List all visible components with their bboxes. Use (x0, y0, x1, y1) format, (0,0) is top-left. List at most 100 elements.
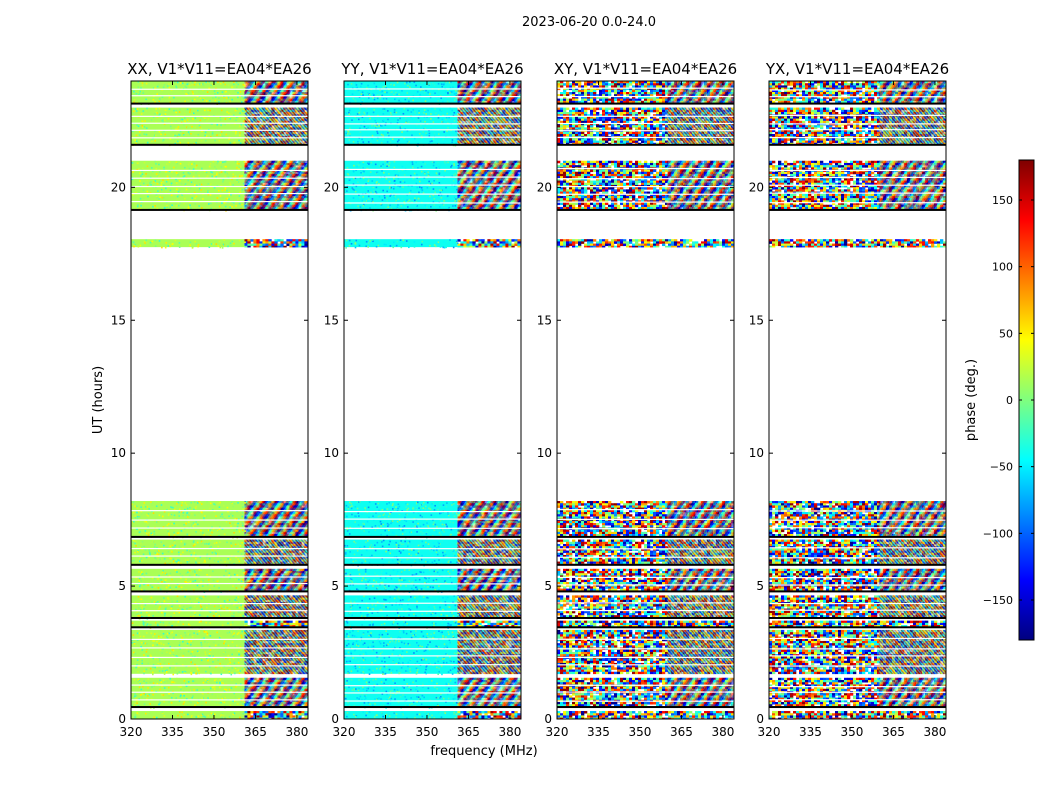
flag-line (344, 590, 521, 593)
time-block (131, 629, 308, 676)
time-block (131, 81, 308, 105)
panel-frame (130, 80, 309, 720)
x-tick-label: 320 (546, 725, 569, 739)
colorbar: 150 100 50 0 −50 −100 −150 phase (deg.) (964, 159, 1035, 641)
time-block (344, 239, 521, 249)
x-tick-label: 380 (923, 725, 946, 739)
x-tick-label: 320 (333, 725, 356, 739)
time-block (131, 677, 308, 709)
time-block (557, 629, 734, 675)
time-block (131, 539, 308, 567)
flag-line (131, 535, 308, 538)
colorbar-tick-label: 100 (992, 261, 1013, 274)
time-block (131, 160, 308, 212)
flag-line (131, 706, 308, 709)
flag-line (344, 706, 521, 709)
flag-line (344, 563, 521, 566)
time-block (131, 711, 308, 719)
flag-line (131, 616, 308, 619)
flag-line (769, 208, 946, 211)
time-block (769, 107, 946, 146)
time-block (131, 568, 308, 593)
colorbar-tick-label: −50 (990, 461, 1013, 474)
x-tick-label: 365 (670, 725, 693, 739)
time-block (557, 711, 734, 719)
panel-frame (343, 80, 522, 720)
panel-yy: YY, V1*V11=EA04*EA26 320 335 350 365 380 0 5 10 1… (324, 60, 524, 739)
y-tick-label: 0 (118, 712, 126, 726)
time-block (557, 539, 734, 566)
time-block (557, 107, 734, 146)
flag-line (769, 590, 946, 593)
panel-frame (556, 80, 735, 720)
flag-line (344, 626, 521, 629)
y-tick-label: 20 (111, 180, 126, 194)
panel-yy-image (344, 81, 521, 719)
flag-line (557, 143, 734, 146)
y-tick-label: 20 (324, 180, 339, 194)
flag-line (769, 143, 946, 146)
flag-line (557, 616, 734, 619)
flag-line (557, 102, 734, 105)
time-block (557, 81, 734, 104)
x-tick-label: 320 (758, 725, 781, 739)
y-tick-label: 5 (331, 579, 339, 593)
time-block (557, 160, 734, 211)
time-block (557, 239, 734, 248)
time-block (769, 595, 946, 619)
time-block (769, 239, 946, 248)
flag-line (557, 563, 734, 566)
x-tick-label: 335 (587, 725, 610, 739)
time-block (131, 501, 308, 539)
y-tick-label: 0 (331, 712, 339, 726)
y-tick-label: 10 (749, 446, 764, 460)
flag-line (557, 535, 734, 538)
panel-title: XY, V1*V11=EA04*EA26 (554, 60, 737, 78)
x-tick-label: 350 (203, 725, 226, 739)
flag-line (344, 616, 521, 619)
time-block (769, 568, 946, 592)
flag-line (769, 626, 946, 629)
panel-xx-image (131, 81, 308, 719)
time-block (557, 501, 734, 538)
x-tick-label: 380 (285, 725, 308, 739)
x-tick-label: 335 (799, 725, 822, 739)
flag-line (131, 143, 308, 146)
flag-line (344, 535, 521, 538)
flag-line (131, 590, 308, 593)
flag-line (769, 102, 946, 105)
y-tick-label: 0 (544, 712, 552, 726)
y-tick-label: 10 (111, 446, 126, 460)
panel-xy: XY, V1*V11=EA04*EA26 320 335 350 365 380 0 5 10 1… (537, 60, 737, 739)
y-tick-label: 5 (118, 579, 126, 593)
x-axis-label: frequency (MHz) (430, 744, 537, 759)
y-tick-label: 15 (324, 313, 339, 327)
flag-line (557, 208, 734, 211)
y-tick-label: 0 (756, 712, 764, 726)
time-block (769, 160, 946, 211)
x-tick-label: 365 (244, 725, 267, 739)
x-tick-label: 320 (120, 725, 143, 739)
flag-line (131, 626, 308, 629)
time-block (769, 81, 946, 104)
y-tick-label: 5 (544, 579, 552, 593)
y-tick-label: 20 (537, 180, 552, 194)
time-block (769, 501, 946, 538)
panel-yx-image (769, 81, 946, 719)
time-block (344, 595, 521, 620)
colorbar-tick-label: 0 (1006, 394, 1013, 407)
y-tick-label: 10 (537, 446, 552, 460)
flag-line (769, 563, 946, 566)
y-tick-label: 15 (749, 313, 764, 327)
panel-title: YX, V1*V11=EA04*EA26 (765, 60, 949, 78)
y-tick-label: 20 (749, 180, 764, 194)
y-tick-label: 5 (756, 579, 764, 593)
time-block (344, 539, 521, 567)
time-block (557, 568, 734, 592)
time-block (344, 677, 521, 709)
flag-line (344, 143, 521, 146)
x-tick-label: 365 (457, 725, 480, 739)
flag-line (557, 590, 734, 593)
y-tick-label: 10 (324, 446, 339, 460)
x-tick-label: 350 (841, 725, 864, 739)
